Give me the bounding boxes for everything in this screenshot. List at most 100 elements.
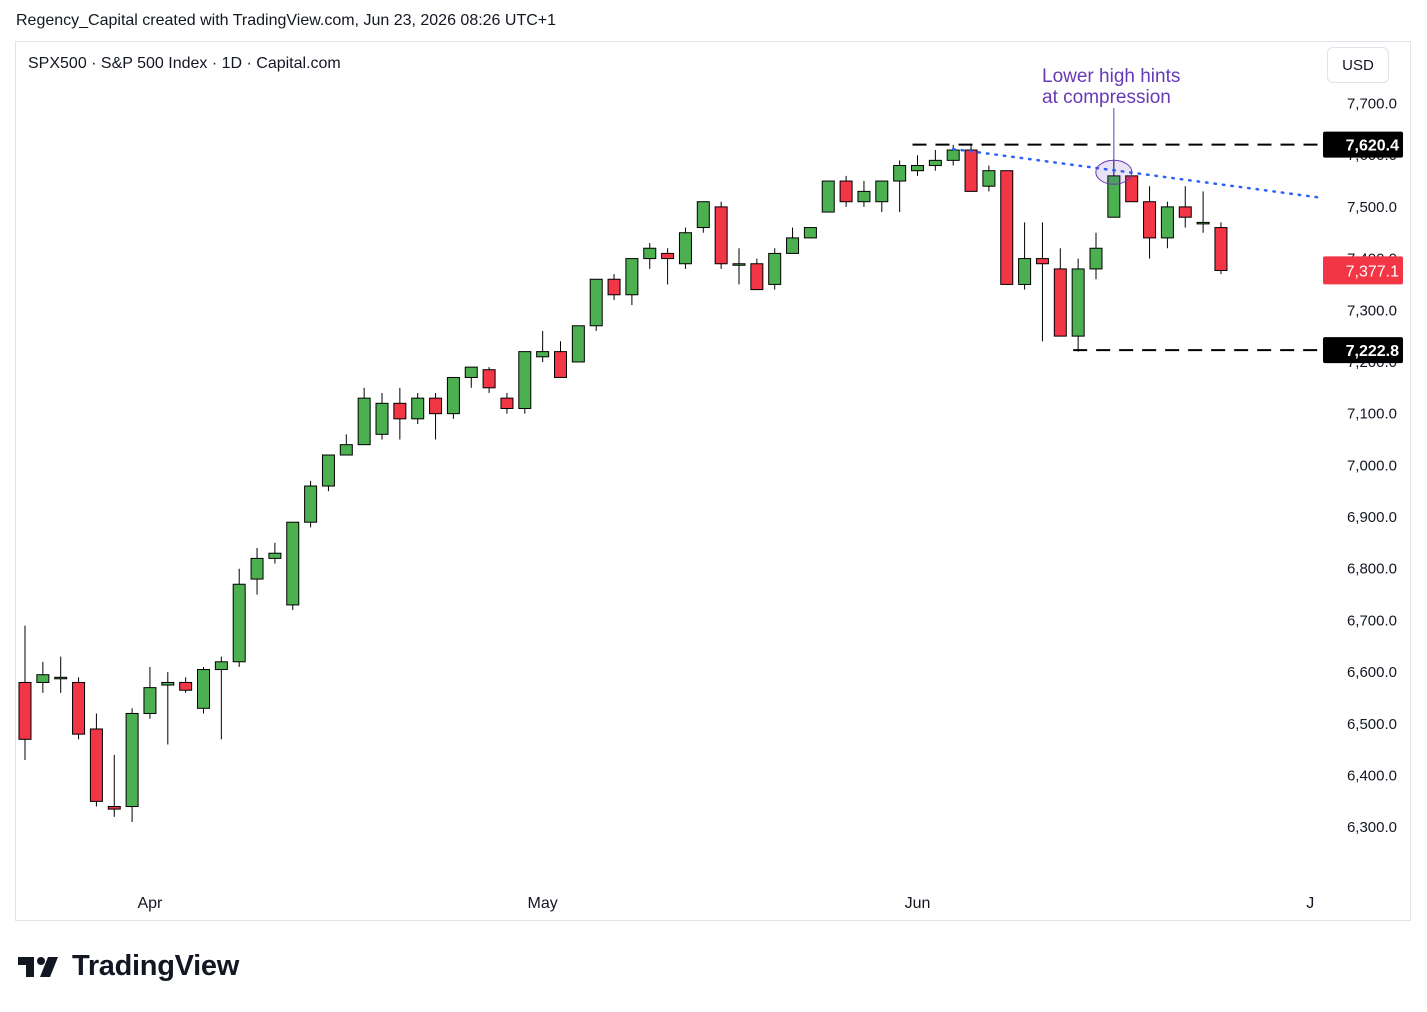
x-tick-label: May: [528, 895, 558, 912]
candle-body: [786, 237, 800, 254]
candle-body: [446, 376, 460, 415]
candle-body: [197, 669, 210, 709]
candle-body: [643, 247, 657, 260]
candle-body: [214, 661, 228, 671]
candle-body: [232, 583, 246, 663]
y-tick-label: 6,800.0: [1347, 561, 1397, 578]
candle-body: [268, 552, 282, 559]
trendline-dotted: [951, 147, 1322, 199]
y-tick-label: 6,500.0: [1347, 716, 1397, 733]
attribution-header: Regency_Capital created with TradingView…: [16, 12, 557, 29]
candle-body: [1089, 247, 1103, 270]
candle-body: [518, 351, 532, 409]
candle-body: [696, 201, 710, 229]
candle-body: [678, 232, 692, 265]
candle-body: [411, 397, 425, 420]
y-tick-label: 7,700.0: [1347, 96, 1397, 113]
candle-body: [1107, 175, 1121, 218]
candle-body: [768, 252, 782, 285]
candle-body: [875, 180, 889, 203]
tradingview-logo-text: TradingView: [72, 950, 239, 982]
candle-body: [803, 227, 817, 239]
level-badge-label: 7,620.4: [1346, 138, 1399, 155]
last-price-label: 7,377.1: [1346, 263, 1399, 280]
candle-body: [1000, 170, 1014, 285]
candle-body: [911, 165, 924, 172]
tradingview-logo[interactable]: TradingView: [18, 950, 239, 983]
candle-body: [54, 676, 68, 680]
annotation-text: Lower high hints: [1042, 66, 1180, 87]
y-tick-label: 7,100.0: [1347, 406, 1397, 423]
candle-body: [339, 444, 353, 456]
candle-body: [1053, 268, 1067, 337]
candle-body: [1071, 268, 1085, 337]
candle-body: [554, 351, 567, 378]
candle-body: [571, 325, 585, 363]
candle-body: [821, 180, 835, 213]
candle-body: [482, 369, 496, 389]
y-tick-label: 6,700.0: [1347, 612, 1397, 629]
y-tick-label: 6,600.0: [1347, 664, 1397, 681]
candle-body: [375, 402, 389, 435]
symbol-info[interactable]: SPX500 · S&P 500 Index · 1D · Capital.co…: [28, 55, 341, 72]
candle-body: [1125, 175, 1139, 203]
candle-body: [393, 402, 407, 420]
candle-body: [1035, 258, 1049, 265]
candle-body: [589, 278, 603, 327]
y-tick-label: 7,500.0: [1347, 199, 1397, 216]
candle-body: [161, 681, 175, 686]
candle-body: [36, 674, 50, 683]
level-badge: [1323, 131, 1403, 158]
candle-body: [357, 397, 371, 446]
candle-body: [750, 263, 764, 291]
candle-body: [304, 485, 318, 523]
candle-body: [661, 252, 675, 260]
candle-body: [321, 454, 335, 487]
candle-body: [250, 557, 264, 580]
candle-body: [72, 681, 86, 735]
candle-body: [89, 728, 103, 802]
candle-body: [714, 206, 728, 265]
candle-body: [500, 397, 514, 409]
y-tick-label: 6,400.0: [1347, 768, 1397, 785]
candle-body: [1196, 221, 1210, 225]
candle-body: [1018, 258, 1032, 285]
candle-body: [1214, 227, 1228, 271]
candle-body: [1178, 206, 1192, 218]
candle-body: [429, 397, 443, 415]
candle-body: [982, 170, 996, 187]
candle-body: [964, 149, 978, 192]
annotation-text: at compression: [1042, 87, 1171, 108]
candle-body: [18, 681, 32, 740]
candle-body: [625, 258, 639, 296]
candle-body: [857, 190, 871, 203]
y-tick-label: 6,900.0: [1347, 509, 1397, 526]
level-badge-label: 7,222.8: [1346, 343, 1399, 360]
candle-body: [179, 681, 193, 691]
candle-body: [143, 687, 157, 714]
y-tick-label: 7,000.0: [1347, 457, 1397, 474]
level-badge: [1323, 337, 1403, 364]
candle-body: [286, 521, 300, 606]
last-price-badge: [1323, 256, 1403, 285]
x-tick-label: Jun: [905, 895, 931, 912]
tradingview-logo-icon: [18, 956, 58, 977]
candle-body: [125, 712, 139, 808]
candle-body: [607, 278, 621, 296]
candle-body: [928, 159, 942, 167]
annotation-highlight: [1095, 159, 1133, 185]
candle-body: [893, 165, 907, 182]
candle-body: [732, 263, 746, 266]
candle-body: [946, 149, 960, 161]
chart-frame[interactable]: [15, 41, 1411, 921]
candle-body: [464, 366, 478, 378]
candle-body: [839, 180, 853, 203]
candle-body: [1160, 206, 1174, 239]
candle-body: [536, 351, 550, 358]
candle-body: [107, 806, 121, 810]
candle-body: [1143, 201, 1157, 239]
currency-button[interactable]: USD: [1327, 47, 1389, 83]
x-tick-label: J: [1306, 895, 1314, 912]
y-tick-label: 7,300.0: [1347, 302, 1397, 319]
